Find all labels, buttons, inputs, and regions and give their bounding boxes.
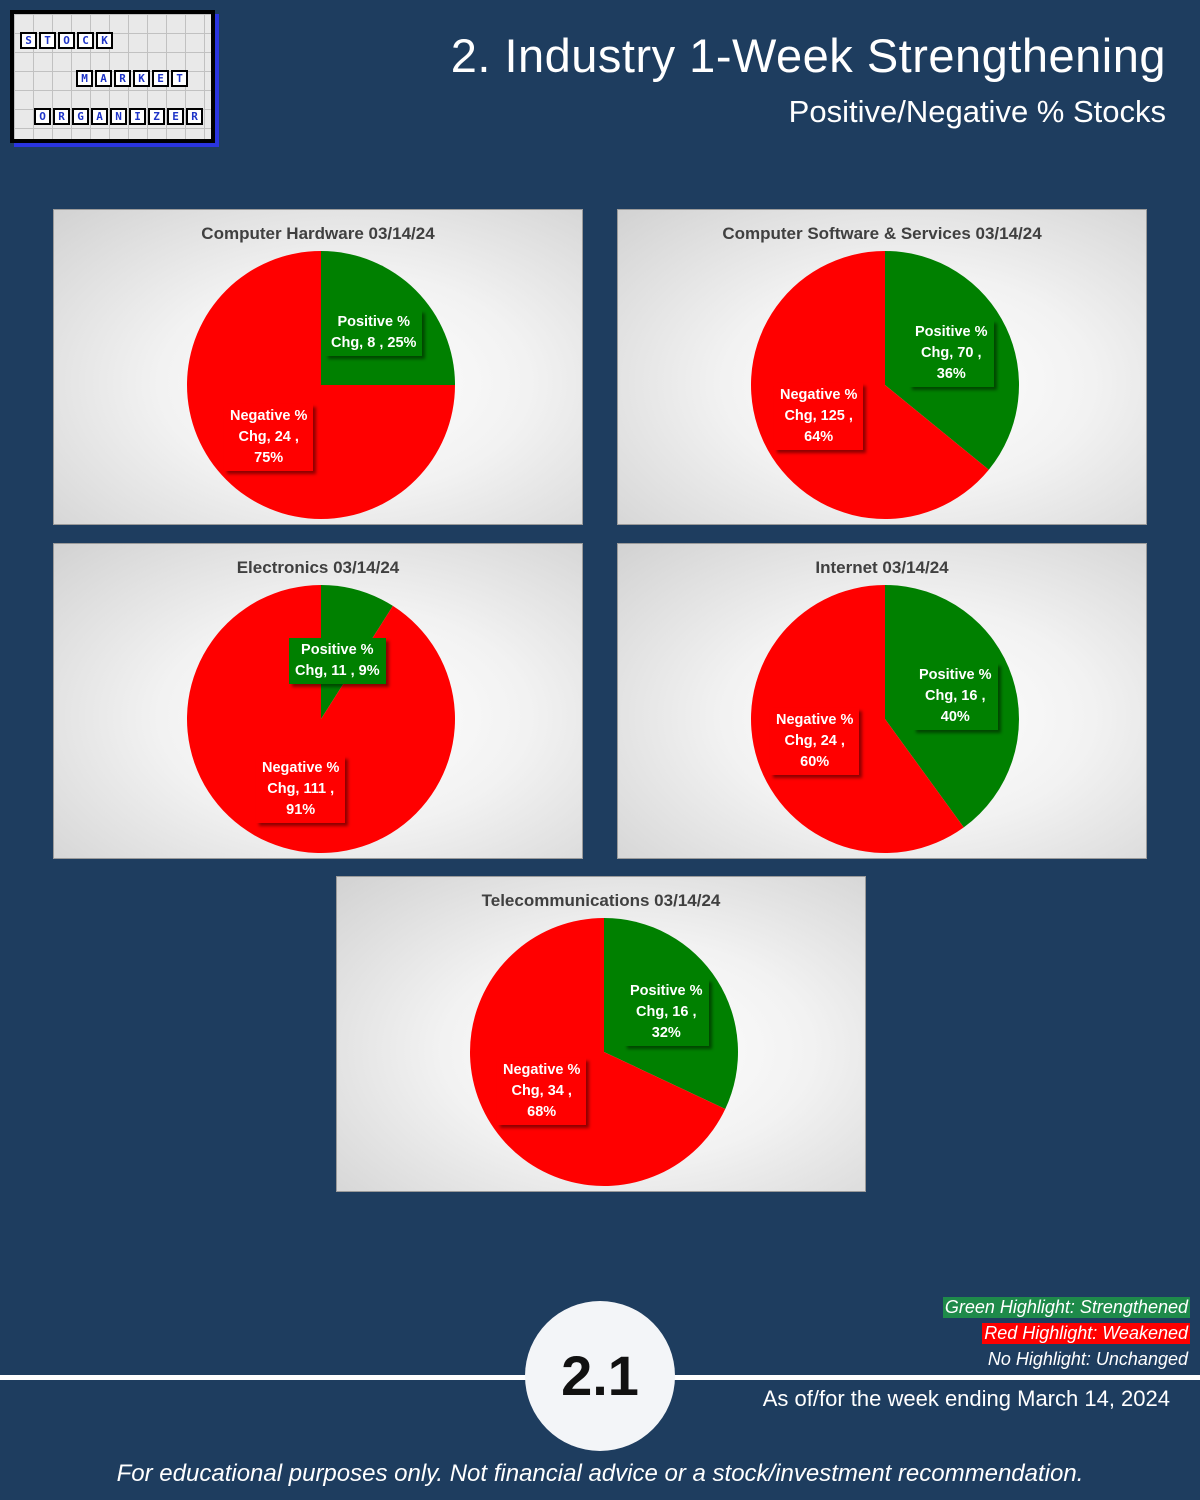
pie-svg xyxy=(750,251,1019,519)
data-label-line: 36% xyxy=(936,366,966,382)
logo-letter: C xyxy=(77,32,94,49)
pie-slice-negative xyxy=(186,585,455,853)
logo-letter: O xyxy=(58,32,75,49)
data-label-positive: Positive % Chg, 8 , 25% xyxy=(325,310,423,356)
data-label-negative: Negative % Chg, 34 , 68% xyxy=(497,1058,587,1125)
logo-letter: I xyxy=(129,108,146,125)
data-label-line: 75% xyxy=(254,450,284,466)
logo-letter: S xyxy=(20,32,37,49)
data-label-line: 91% xyxy=(286,802,316,818)
logo-letter: O xyxy=(34,108,51,125)
chart-title: Internet 03/14/24 xyxy=(815,558,949,577)
pie-slice-negative xyxy=(750,251,989,519)
data-label-line: Chg, 70 , xyxy=(921,345,982,361)
logo-letter: N xyxy=(110,108,127,125)
data-label-line: Chg, 16 , xyxy=(925,688,986,704)
data-label-negative: Negative % Chg, 111 , 91% xyxy=(256,756,346,823)
data-label-line: 60% xyxy=(800,754,830,770)
data-label-line: Negative % xyxy=(503,1062,581,1078)
logo-letter: R xyxy=(114,70,131,87)
page-number-badge: 2.1 xyxy=(525,1301,675,1451)
data-label-negative: Negative % Chg, 24 , 60% xyxy=(770,708,860,775)
data-label-line: Positive % xyxy=(630,983,703,999)
data-label-line: 68% xyxy=(527,1104,557,1120)
legend-strengthened: Green Highlight: Strengthened xyxy=(942,1297,1190,1318)
logo-letter: K xyxy=(96,32,113,49)
data-label-line: Chg, 8 , 25% xyxy=(331,335,417,351)
data-label-positive: Positive % Chg, 70 , 36% xyxy=(909,320,994,387)
logo-letter: E xyxy=(152,70,169,87)
data-label-line: Chg, 16 , xyxy=(636,1004,697,1020)
pie-svg xyxy=(750,585,1019,853)
data-label-positive: Positive % Chg, 16 , 32% xyxy=(624,979,709,1046)
legend-weakened: Red Highlight: Weakened xyxy=(982,1323,1190,1344)
as-of-date: As of/for the week ending March 14, 2024 xyxy=(762,1386,1170,1411)
data-label-line: Negative % xyxy=(230,408,308,424)
pie-chart-computer-software: Computer Software & Services 03/14/24 Po… xyxy=(617,209,1147,525)
legend-unchanged: No Highlight: Unchanged xyxy=(987,1349,1188,1369)
logo-letter: R xyxy=(53,108,70,125)
data-label-line: Positive % xyxy=(337,314,410,330)
pie-chart-internet: Internet 03/14/24 Positive % Chg, 16 , 40%… xyxy=(617,543,1147,859)
logo-letter: K xyxy=(133,70,150,87)
data-label-line: Negative % xyxy=(776,712,854,728)
data-label-line: Chg, 34 , xyxy=(511,1083,572,1099)
chart-title: Computer Software & Services 03/14/24 xyxy=(722,224,1042,243)
data-label-line: Positive % xyxy=(301,642,374,658)
pie-chart-electronics: Electronics 03/14/24 Positive % Chg, 11 ,… xyxy=(53,543,583,859)
page-subtitle: Positive/Negative % Stocks xyxy=(788,94,1166,129)
chart-title: Computer Hardware 03/14/24 xyxy=(201,224,435,243)
data-label-line: Positive % xyxy=(919,667,992,683)
logo-letter: G xyxy=(72,108,89,125)
data-label-line: Positive % xyxy=(915,324,988,340)
pie-chart-telecommunications: Telecommunications 03/14/24 Positive % Ch… xyxy=(336,876,866,1192)
data-label-negative: Negative % Chg, 125 , 64% xyxy=(774,383,864,450)
chart-title: Electronics 03/14/24 xyxy=(236,558,400,577)
logo-letter: Z xyxy=(148,108,165,125)
data-label-line: Chg, 24 , xyxy=(238,429,299,445)
data-label-line: Chg, 111 , xyxy=(267,781,335,797)
pie-svg xyxy=(187,251,455,519)
data-label-line: Chg, 24 , xyxy=(784,733,845,749)
disclaimer: For educational purposes only. Not finan… xyxy=(116,1460,1084,1487)
logo-letter: A xyxy=(91,108,108,125)
page-title: 2. Industry 1-Week Strengthening xyxy=(450,29,1166,82)
data-label-positive: Positive % Chg, 11 , 9% xyxy=(289,638,386,684)
chart-title: Telecommunications 03/14/24 xyxy=(481,891,721,910)
data-label-line: Chg, 11 , 9% xyxy=(295,663,380,679)
data-label-line: Negative % xyxy=(262,760,340,776)
logo-letter: T xyxy=(171,70,188,87)
data-label-line: 64% xyxy=(804,429,834,445)
data-label-line: 40% xyxy=(940,709,970,725)
logo-letter: E xyxy=(167,108,184,125)
data-label-negative: Negative % Chg, 24 , 75% xyxy=(224,404,314,471)
logo-letter: T xyxy=(39,32,56,49)
pie-chart-computer-hardware: Computer Hardware 03/14/24 Positive % Chg… xyxy=(53,209,583,525)
data-label-line: Chg, 125 , xyxy=(784,408,853,424)
logo-letter: R xyxy=(186,108,203,125)
pie-svg xyxy=(470,918,738,1186)
data-label-line: 32% xyxy=(651,1025,681,1041)
logo-letter: A xyxy=(95,70,112,87)
data-label-line: Negative % xyxy=(780,387,858,403)
logo-letter: M xyxy=(76,70,93,87)
data-label-positive: Positive % Chg, 16 , 40% xyxy=(913,663,998,730)
